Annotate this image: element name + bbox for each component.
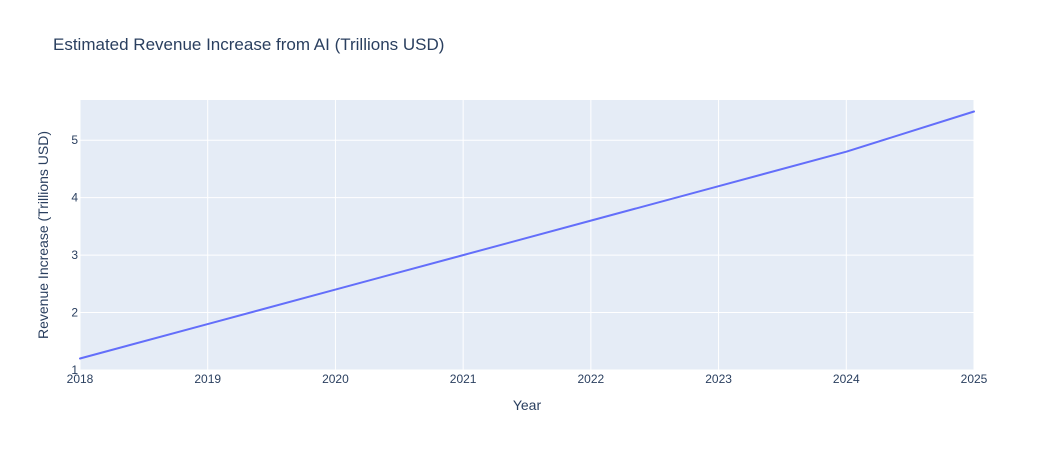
y-axis-title: Revenue Increase (Trillions USD) xyxy=(35,131,51,339)
x-tick-label: 2025 xyxy=(961,372,988,386)
x-tick-labels: 2018 2019 2020 2021 2022 2023 2024 2025 xyxy=(67,372,988,386)
y-tick-labels: 1 2 3 4 5 xyxy=(71,133,78,377)
y-tick-label: 5 xyxy=(71,133,78,147)
grid-layer xyxy=(79,100,975,371)
y-tick-label: 4 xyxy=(71,191,78,205)
x-tick-label: 2022 xyxy=(578,372,605,386)
plot-area xyxy=(80,100,974,370)
x-tick-label: 2018 xyxy=(67,372,94,386)
x-tick-label: 2020 xyxy=(322,372,349,386)
y-tick-label: 3 xyxy=(71,248,78,262)
x-tick-label: 2019 xyxy=(194,372,221,386)
series-layer xyxy=(79,110,975,360)
x-tick-label: 2024 xyxy=(833,372,860,386)
series-line xyxy=(79,110,975,360)
x-axis-title: Year xyxy=(513,397,542,413)
chart-title: Estimated Revenue Increase from AI (Tril… xyxy=(53,35,444,54)
x-tick-label: 2023 xyxy=(705,372,732,386)
x-tick-label: 2021 xyxy=(450,372,477,386)
y-tick-label: 2 xyxy=(71,306,78,320)
y-tick-label: 1 xyxy=(71,363,78,377)
